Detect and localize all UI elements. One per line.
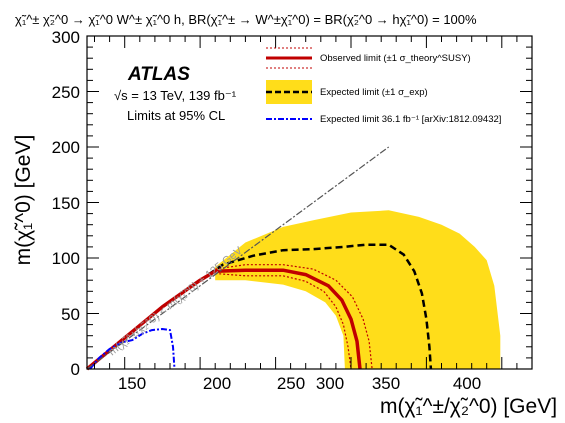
legend-36fb-label: Expected limit 36.1 fb⁻¹ [arXiv:1812.094… <box>320 114 501 125</box>
legend-observed-label: Observed limit (±1 σ_theory^SUSY) <box>320 53 471 64</box>
y-tick-label-250: 250 <box>52 83 80 102</box>
chart-title: χ̃₁^± χ̃₂^0 → χ̃₁^0 W^± χ̃₁^0 h, BR(χ̃₁^… <box>15 12 477 27</box>
data-layer <box>85 146 501 371</box>
y-axis-title: m(χ̃₁^0) [GeV] <box>12 135 35 266</box>
y-tick-label-300: 300 <box>52 28 80 47</box>
energy-lumi-label: √s = 13 TeV, 139 fb⁻¹ <box>114 88 237 103</box>
x-tick-label-200: 200 <box>203 374 231 393</box>
atlas-label: ATLAS <box>127 64 190 85</box>
y-tick-label-100: 100 <box>52 249 80 268</box>
legend-expected-label: Expected limit (±1 σ_exp) <box>320 87 428 98</box>
diagonal-label: m(χ̃₁^±/χ̃₂^0) < m(χ̃₁^0) + 125 GeV <box>106 244 245 358</box>
y-tick-label-200: 200 <box>52 138 80 157</box>
y-tick-label-50: 50 <box>61 305 80 324</box>
expected-36fb-line <box>89 327 176 370</box>
tick-layer <box>87 35 533 370</box>
legend: Observed limit (±1 σ_theory^SUSY) Expect… <box>266 47 501 125</box>
x-tick-label-300: 300 <box>316 374 344 393</box>
x-tick-label-350: 350 <box>372 374 400 393</box>
expected-limit-line <box>86 243 433 370</box>
cl-label: Limits at 95% CL <box>127 108 225 123</box>
y-tick-label-150: 150 <box>52 194 80 213</box>
kinematic-limit-line <box>86 146 390 370</box>
x-tick-label-250: 250 <box>277 374 305 393</box>
x-axis-title: m(χ̃₁^±/χ̃₂^0) [GeV] <box>380 395 557 418</box>
x-tick-label-150: 150 <box>118 374 146 393</box>
y-tick-label-0: 0 <box>71 360 80 379</box>
observed-limit-line <box>85 268 362 371</box>
x-tick-label-400: 400 <box>453 374 481 393</box>
